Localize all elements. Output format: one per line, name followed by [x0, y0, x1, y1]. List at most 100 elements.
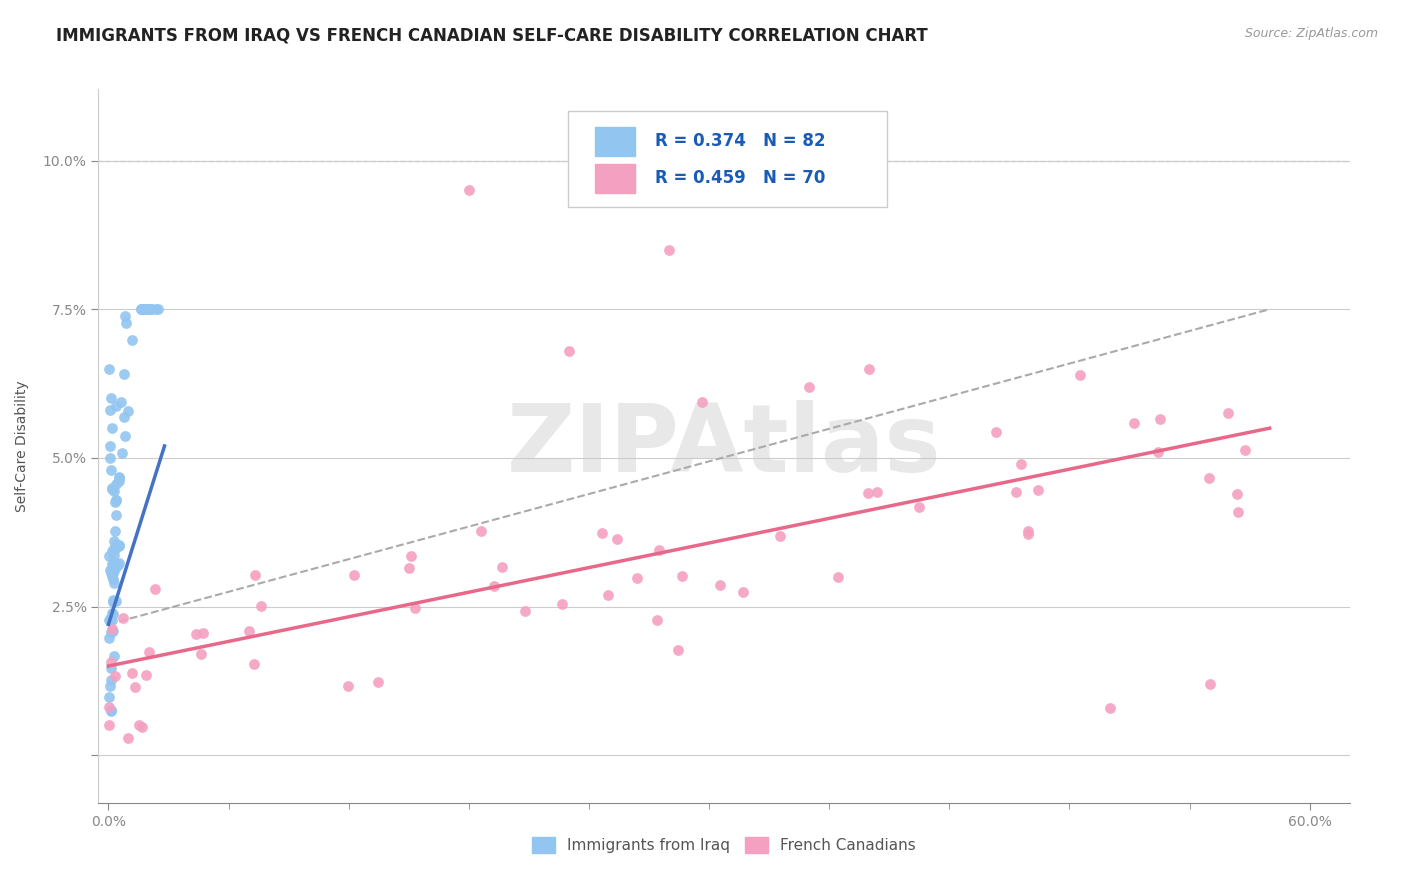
Point: [124, 680, 146, 694]
Point: [101, 482, 124, 496]
Point: [98, 439, 121, 453]
Point: [399, 549, 422, 563]
Point: [709, 578, 731, 592]
Y-axis label: Self-Care Disability: Self-Care Disability: [15, 380, 30, 512]
Point: [238, 624, 260, 639]
Point: [138, 302, 160, 317]
Point: [98, 679, 121, 693]
Point: [135, 668, 157, 682]
Point: [606, 533, 628, 547]
Point: [105, 476, 128, 491]
Point: [250, 599, 273, 613]
Point: [103, 542, 125, 557]
Point: [98, 613, 121, 627]
Bar: [595, 164, 636, 193]
Point: [1098, 700, 1121, 714]
Point: [104, 593, 127, 607]
Point: [112, 409, 135, 424]
Point: [100, 656, 122, 670]
Point: [457, 183, 479, 197]
Point: [550, 597, 572, 611]
Point: [131, 302, 153, 317]
Point: [121, 333, 143, 347]
Point: [100, 673, 122, 687]
Point: [100, 450, 122, 465]
Point: [98, 361, 121, 376]
Point: [591, 526, 613, 541]
Point: [1017, 527, 1039, 541]
Point: [100, 610, 122, 624]
Point: [100, 705, 122, 719]
Point: [666, 643, 689, 657]
Point: [98, 549, 121, 564]
Point: [114, 309, 136, 323]
Point: [1069, 368, 1091, 383]
Point: [108, 470, 131, 484]
Point: [103, 484, 125, 499]
Point: [1010, 458, 1032, 472]
Point: [135, 302, 157, 317]
Point: [148, 302, 170, 317]
Point: [117, 731, 139, 746]
Point: [513, 604, 536, 618]
Point: [1005, 485, 1028, 500]
Point: [104, 669, 127, 683]
Point: [184, 627, 207, 641]
Point: [190, 648, 212, 662]
Point: [104, 492, 127, 507]
Point: [107, 471, 129, 485]
Point: [1226, 505, 1249, 519]
Point: [367, 675, 389, 690]
Bar: [595, 127, 636, 155]
Point: [103, 549, 125, 563]
Text: R = 0.459   N = 70: R = 0.459 N = 70: [655, 169, 825, 187]
Point: [491, 559, 513, 574]
Point: [131, 302, 153, 317]
Point: [101, 595, 124, 609]
Point: [1026, 483, 1049, 497]
Point: [100, 624, 122, 639]
Point: [115, 316, 138, 330]
Point: [135, 302, 157, 317]
Text: Source: ZipAtlas.com: Source: ZipAtlas.com: [1244, 27, 1378, 40]
Point: [1149, 412, 1171, 426]
Point: [98, 631, 121, 645]
Point: [482, 579, 505, 593]
Point: [101, 568, 124, 582]
Point: [104, 524, 127, 538]
Point: [658, 243, 681, 257]
Point: [131, 302, 153, 317]
Point: [799, 379, 821, 393]
Point: [98, 562, 121, 576]
Point: [1198, 471, 1220, 485]
Point: [114, 429, 136, 443]
Point: [105, 492, 128, 507]
Point: [101, 558, 124, 572]
Point: [1226, 487, 1249, 501]
Point: [343, 568, 366, 582]
Point: [100, 392, 122, 406]
Point: [404, 601, 426, 615]
Point: [671, 568, 693, 582]
Point: [131, 720, 153, 734]
Point: [98, 690, 121, 704]
Point: [100, 403, 122, 417]
Point: [128, 718, 150, 732]
Point: [191, 626, 214, 640]
Point: [1218, 406, 1240, 420]
Point: [107, 540, 129, 554]
Point: [104, 561, 127, 575]
Point: [908, 500, 931, 514]
Text: R = 0.374   N = 82: R = 0.374 N = 82: [655, 132, 825, 150]
Point: [136, 302, 159, 317]
Point: [131, 302, 153, 317]
Point: [111, 610, 134, 624]
Point: [121, 665, 143, 680]
Point: [101, 481, 124, 495]
Point: [101, 421, 124, 435]
Point: [731, 585, 754, 599]
Point: [129, 302, 152, 317]
Point: [398, 561, 420, 575]
Point: [596, 588, 619, 602]
Point: [134, 302, 156, 317]
